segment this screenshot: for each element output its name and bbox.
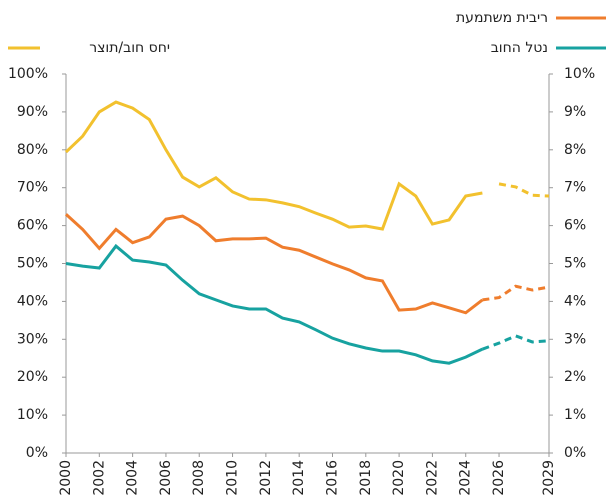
x-tick-label: 2020 [391, 460, 407, 496]
series-line [64, 213, 484, 315]
projection-line [481, 334, 550, 351]
y2-tick-label: 3% [564, 331, 586, 347]
y2-tick-label: 1% [564, 407, 586, 423]
projection-line [498, 182, 550, 198]
x-tick-label: 2016 [324, 460, 340, 496]
x-tick-label: 2018 [358, 460, 374, 496]
y2-tick-label: 0% [564, 445, 586, 461]
legend-label: ריבית משתמעת [456, 10, 548, 26]
x-tick-label: 2008 [191, 460, 207, 496]
x-tick-label: 2026 [491, 460, 507, 496]
y-tick-label: 10% [17, 407, 48, 423]
x-tick-label: 2014 [291, 460, 307, 496]
x-tick-label: 2024 [458, 460, 474, 496]
y2-tick-label: 2% [564, 369, 586, 385]
y2-tick-label: 8% [564, 142, 586, 158]
legend-label: נטל החוב [491, 40, 548, 56]
y-tick-label: 70% [17, 180, 48, 196]
y2-tick-label: 6% [564, 218, 586, 234]
y2-tick-label: 9% [564, 104, 586, 120]
y2-tick-label: 10% [564, 66, 595, 82]
x-tick-label: 2004 [125, 460, 141, 496]
projection-line [482, 284, 550, 302]
x-tick-label: 2022 [424, 460, 440, 496]
y-tick-label: 90% [17, 104, 48, 120]
y-tick-label: 40% [17, 293, 48, 309]
y-tick-label: 60% [17, 218, 48, 234]
y-tick-label: 50% [17, 256, 48, 272]
x-tick-label: 2002 [91, 460, 107, 496]
y2-tick-label: 4% [564, 293, 586, 309]
x-tick-label: 2010 [225, 460, 241, 496]
x-tick-label: 2012 [258, 460, 274, 496]
x-tick-label: 2029 [541, 460, 557, 496]
series-line [64, 100, 483, 231]
y-tick-label: 30% [17, 331, 48, 347]
y-tick-label: 80% [17, 142, 48, 158]
y2-tick-label: 7% [564, 180, 586, 196]
y2-tick-label: 5% [564, 256, 586, 272]
y-tick-label: 0% [26, 445, 48, 461]
legend-label: יחס חוב/תוצר [89, 40, 170, 56]
series-line [65, 243, 484, 365]
y-tick-label: 100% [8, 66, 48, 82]
x-tick-label: 2006 [158, 460, 174, 496]
x-tick-label: 2000 [58, 460, 74, 496]
y-tick-label: 20% [17, 369, 48, 385]
